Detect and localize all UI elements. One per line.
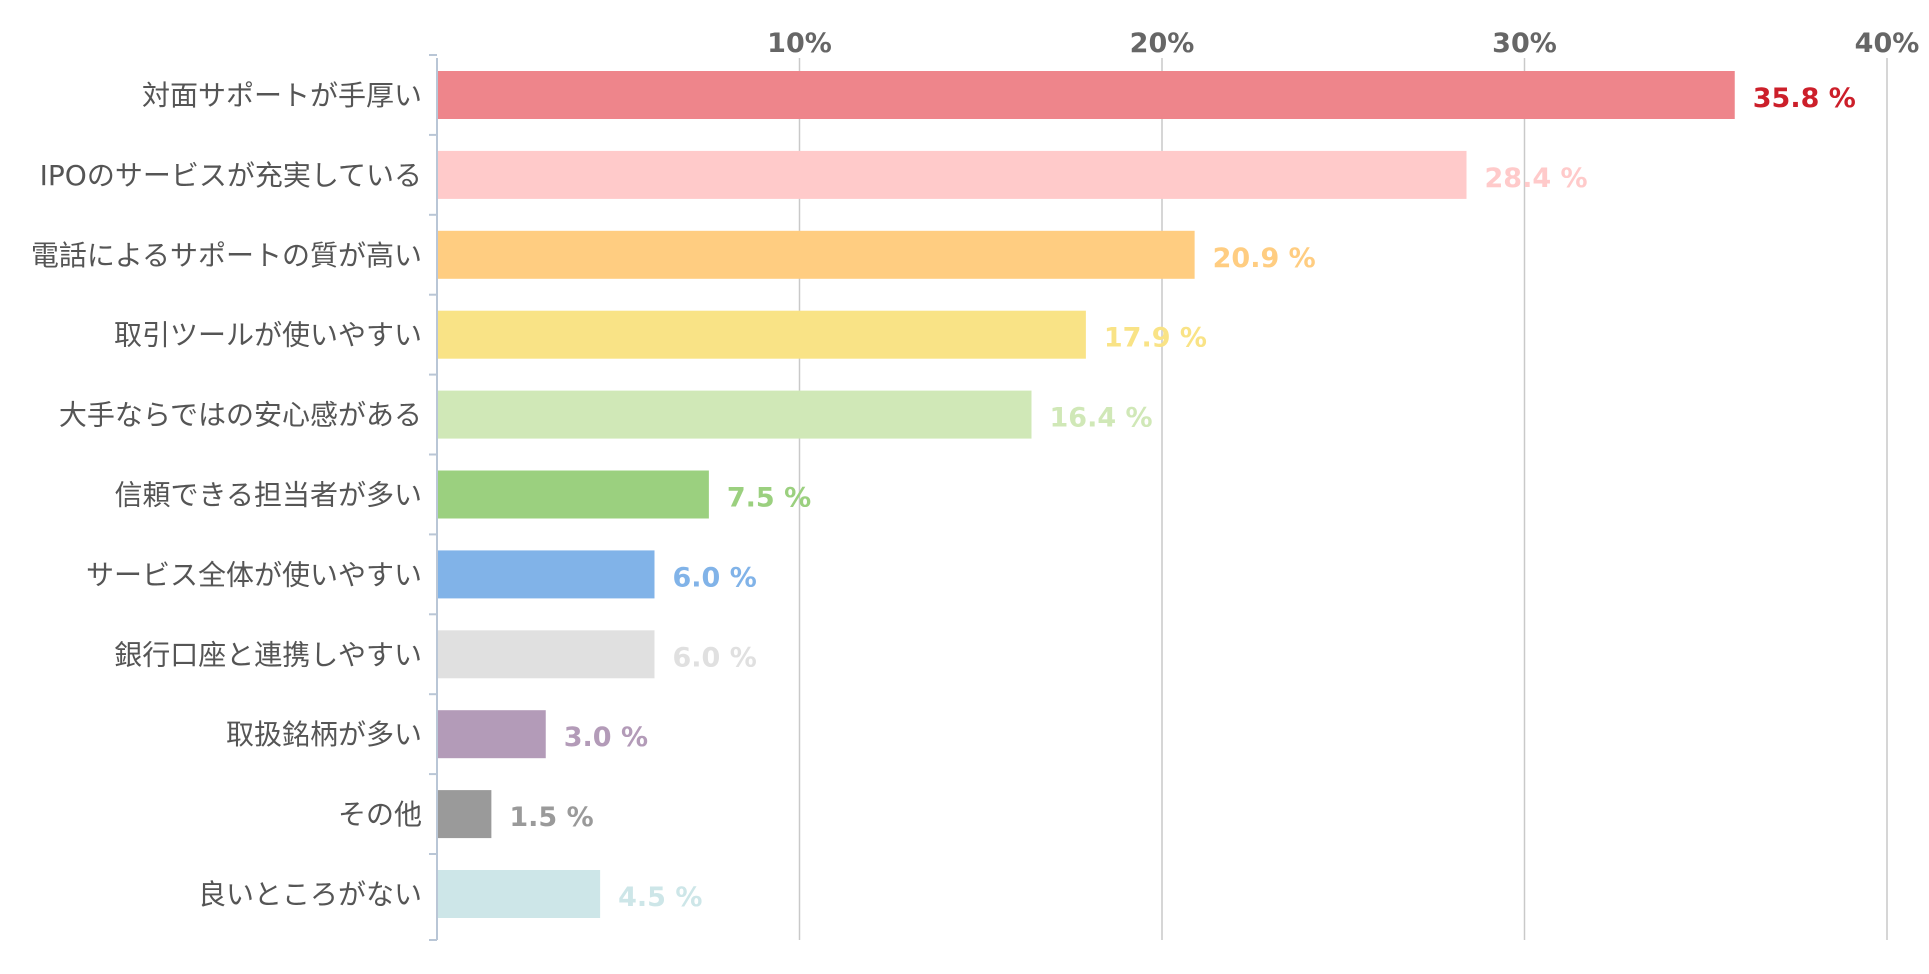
y-axis xyxy=(429,54,438,941)
category-label: その他 xyxy=(338,798,422,831)
value-label: 6.0 % xyxy=(673,562,757,593)
category-label: 電話によるサポートの質が高い xyxy=(31,239,422,272)
bar-5 xyxy=(438,470,709,519)
category-label: 取引ツールが使いやすい xyxy=(114,319,422,352)
category-label: 対面サポートが手厚い xyxy=(142,79,422,112)
bar-7 xyxy=(438,630,655,679)
value-label: 1.5 % xyxy=(509,802,593,833)
category-label: 取扱銘柄が多い xyxy=(226,718,422,751)
value-label: 7.5 % xyxy=(727,483,811,514)
bar-6 xyxy=(438,550,655,599)
category-label: 大手ならではの安心感がある xyxy=(59,399,422,432)
bar-0 xyxy=(438,71,1735,119)
category-label: サービス全体が使いやすい xyxy=(86,558,422,591)
value-label: 6.0 % xyxy=(673,642,757,673)
category-label: IPOのサービスが充実している xyxy=(40,159,422,192)
value-label: 17.9 % xyxy=(1104,323,1207,354)
value-label: 28.4 % xyxy=(1485,163,1588,194)
labels: 10% 20% 30% 40% 対面サポートが手厚い 35.8 % IPOのサービスが充実し… xyxy=(31,28,1919,913)
x-tick-label: 40% xyxy=(1855,28,1920,59)
bar-2 xyxy=(438,230,1195,279)
gridlines xyxy=(798,58,1888,940)
x-tick-label: 30% xyxy=(1492,28,1557,59)
bar-4 xyxy=(438,390,1032,439)
bar-9 xyxy=(438,790,492,839)
bar-3 xyxy=(438,310,1086,359)
x-tick-label: 10% xyxy=(767,28,832,59)
category-label: 良いところがない xyxy=(198,878,422,911)
value-label: 16.4 % xyxy=(1050,403,1153,434)
category-label: 信頼できる担当者が多い xyxy=(115,479,422,512)
x-tick-label: 20% xyxy=(1130,28,1195,59)
value-label: 35.8 % xyxy=(1753,83,1856,114)
bars xyxy=(438,71,1735,918)
value-label: 20.9 % xyxy=(1213,243,1316,274)
category-label: 銀行口座と連携しやすい xyxy=(114,638,422,671)
bar-1 xyxy=(438,150,1467,199)
value-label: 3.0 % xyxy=(564,722,648,753)
bar-8 xyxy=(438,710,546,759)
value-label: 4.5 % xyxy=(618,882,702,913)
bar-10 xyxy=(438,870,601,918)
